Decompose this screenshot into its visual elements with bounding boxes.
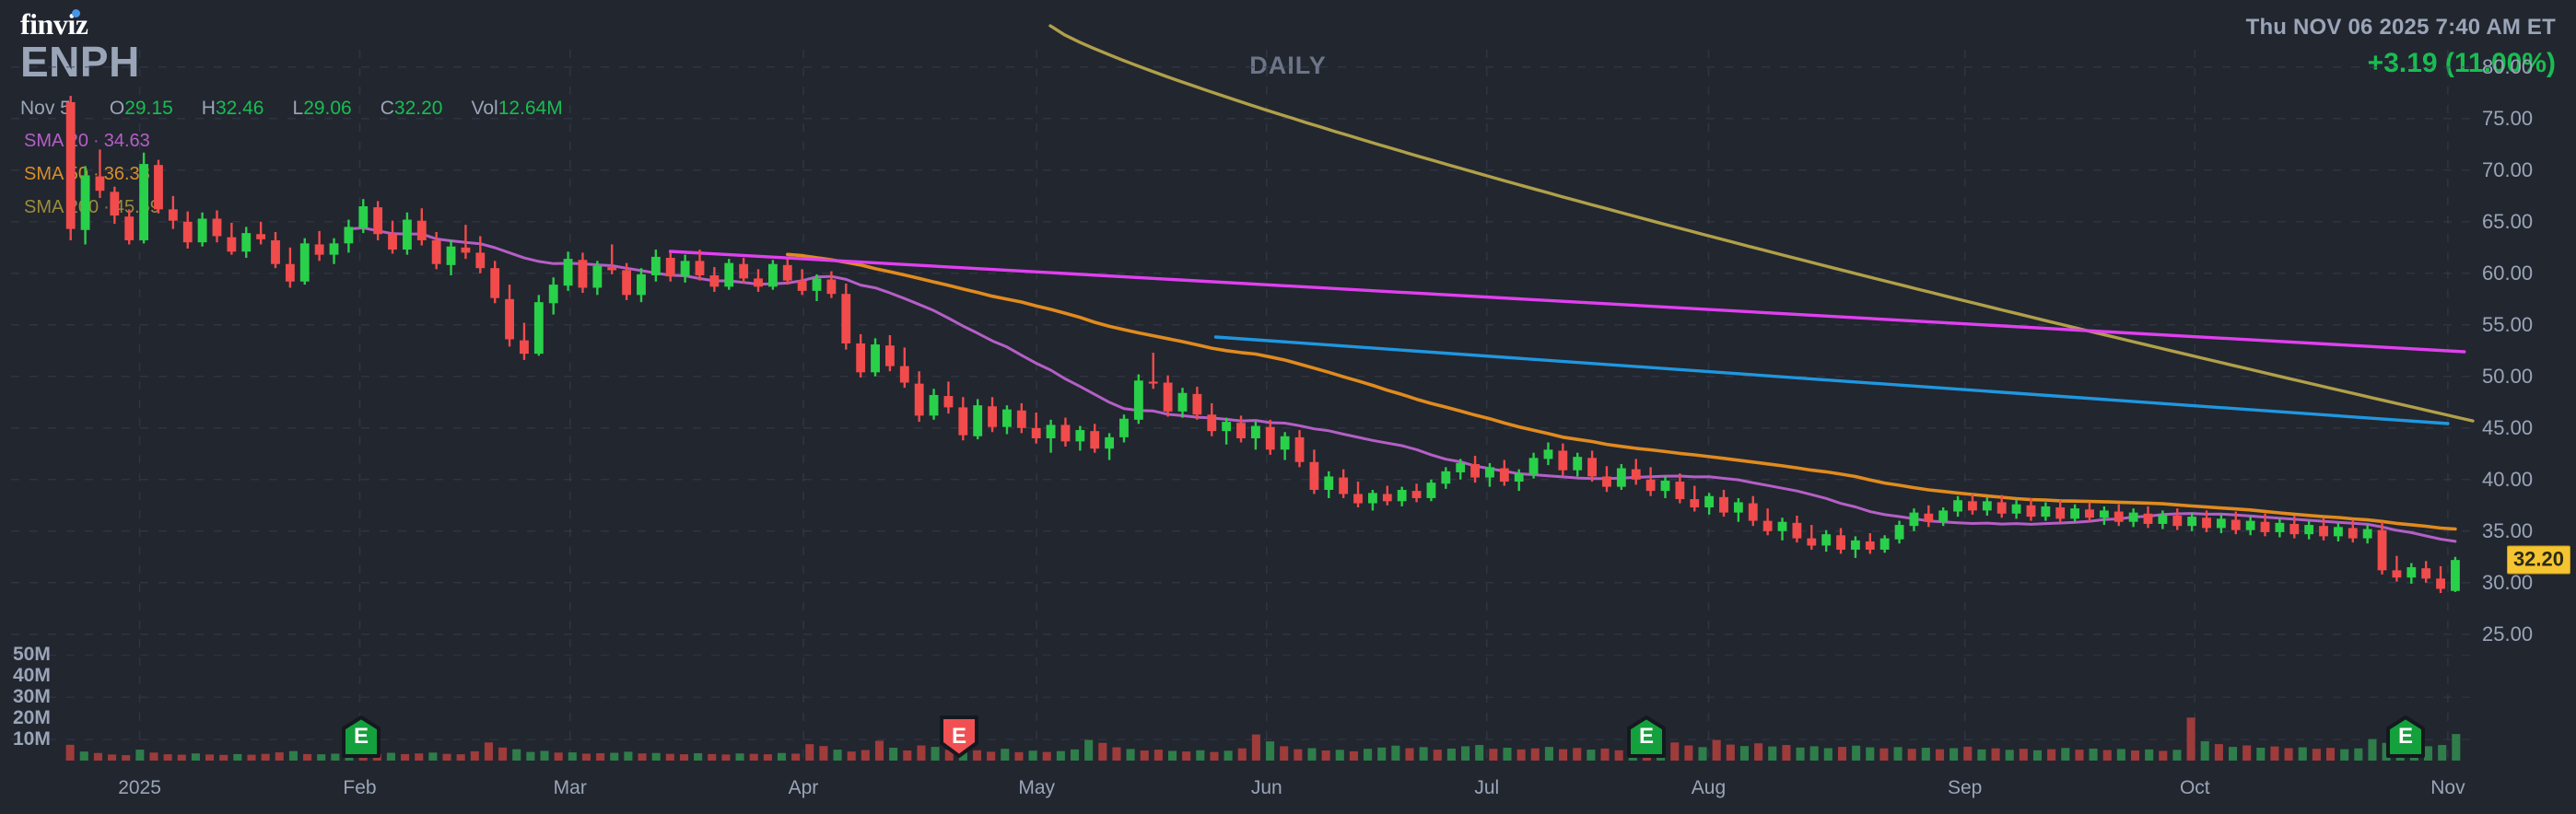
current-price-badge: 32.20 bbox=[2506, 545, 2570, 575]
page-title: ENPH bbox=[20, 38, 140, 86]
price-tick: 60.00 bbox=[2482, 261, 2534, 285]
volume-tick: 20M bbox=[13, 707, 51, 729]
earnings-marker[interactable]: E bbox=[340, 714, 382, 760]
earnings-badge-icon: E bbox=[1627, 715, 1666, 758]
ohlc-bar: Nov 5 O29.15 H32.46 L29.06 C32.20 Vol12.64M bbox=[20, 98, 591, 120]
earnings-badge-icon: E bbox=[2386, 715, 2425, 758]
price-tick: 35.00 bbox=[2482, 518, 2534, 542]
indicator-sma50-value: 36.38 bbox=[103, 164, 150, 184]
indicator-sma200-sep: · bbox=[103, 197, 110, 217]
earnings-badge-icon: E bbox=[342, 715, 381, 758]
time-tick: Feb bbox=[343, 777, 377, 798]
time-tick: May bbox=[1018, 777, 1056, 798]
indicator-sma20-value: 34.63 bbox=[103, 131, 150, 151]
price-tick: 50.00 bbox=[2482, 364, 2534, 388]
price-change: +3.19 (11.00%) bbox=[2367, 48, 2556, 78]
time-tick: Sep bbox=[1947, 777, 1983, 798]
volume-tick: 10M bbox=[13, 728, 51, 750]
earnings-marker[interactable]: E bbox=[938, 714, 980, 760]
time-tick: Jun bbox=[1250, 777, 1282, 798]
finviz-logo[interactable]: finviz bbox=[20, 7, 88, 41]
quote-low: L29.06 bbox=[292, 98, 352, 119]
indicator-sma200-name: SMA 200 bbox=[24, 197, 100, 217]
time-tick: Nov bbox=[2430, 777, 2465, 798]
quote-open: O29.15 bbox=[109, 98, 173, 119]
time-tick: Apr bbox=[788, 777, 819, 798]
indicator-sma200-value: 45.69 bbox=[113, 197, 160, 217]
price-tick: 45.00 bbox=[2482, 415, 2534, 439]
price-tick: 70.00 bbox=[2482, 157, 2534, 181]
time-tick: Mar bbox=[553, 777, 587, 798]
volume-tick: 40M bbox=[13, 665, 51, 687]
earnings-badge-icon: E bbox=[940, 715, 978, 758]
quote-volume: Vol12.64M bbox=[471, 98, 563, 119]
price-tick: 25.00 bbox=[2482, 622, 2534, 645]
time-tick: 2025 bbox=[118, 777, 161, 798]
svg-text:E: E bbox=[354, 724, 369, 749]
time-tick: Aug bbox=[1691, 777, 1727, 798]
market-datetime: Thu NOV 06 2025 7:40 AM ET bbox=[2245, 15, 2556, 40]
quote-date: Nov 5 bbox=[20, 98, 71, 119]
svg-text:E: E bbox=[2398, 724, 2413, 749]
finviz-logo-dot bbox=[72, 9, 80, 17]
indicator-sma200[interactable]: SMA 200 · 45.69 bbox=[24, 197, 160, 218]
quote-high: H32.46 bbox=[201, 98, 264, 119]
time-tick: Oct bbox=[2179, 777, 2210, 798]
price-tick: 65.00 bbox=[2482, 209, 2534, 233]
volume-tick: 30M bbox=[13, 686, 51, 708]
quote-close: C32.20 bbox=[380, 98, 443, 119]
earnings-marker[interactable]: E bbox=[1625, 714, 1668, 760]
svg-text:E: E bbox=[1639, 724, 1654, 749]
price-tick: 80.00 bbox=[2482, 54, 2534, 78]
timeframe-label: DAILY bbox=[1249, 52, 1327, 79]
price-tick: 55.00 bbox=[2482, 312, 2534, 336]
indicator-sma20-sep: · bbox=[93, 131, 100, 151]
svg-text:E: E bbox=[952, 724, 966, 749]
earnings-marker[interactable]: E bbox=[2384, 714, 2427, 760]
volume-tick: 50M bbox=[13, 644, 51, 666]
price-tick: 40.00 bbox=[2482, 467, 2534, 491]
price-tick: 30.00 bbox=[2482, 570, 2534, 594]
indicator-sma50-sep: · bbox=[93, 164, 100, 184]
time-tick: Jul bbox=[1474, 777, 1500, 798]
price-tick: 75.00 bbox=[2482, 106, 2534, 130]
